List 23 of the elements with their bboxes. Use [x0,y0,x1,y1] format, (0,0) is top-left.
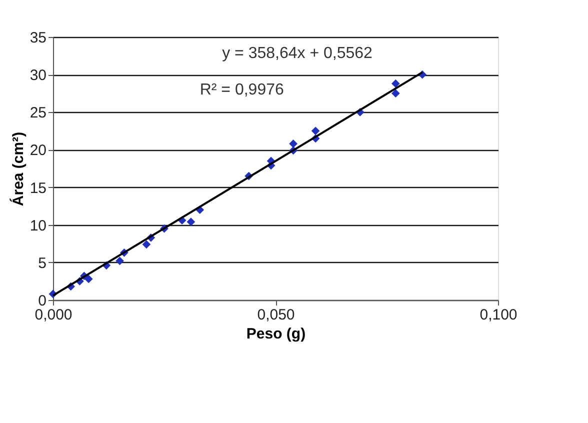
y-tick-label: 0 [38,292,46,310]
y-tick-label: 35 [30,30,46,46]
y-tick-label: 10 [30,217,46,234]
y-tick-label: 30 [30,67,46,84]
y-tick-label: 5 [38,254,46,272]
x-tick-label: 0,100 [480,306,518,324]
point [84,274,93,284]
annotation: R² = 0,9976 [200,82,284,99]
y-tick-label: 20 [30,142,46,160]
point [311,126,320,136]
x-tick-label: 0,050 [257,306,295,324]
annotation: y = 358,64x + 0,5562 [222,44,373,62]
y-tick-label: 25 [30,104,46,122]
point [391,79,400,88]
point [391,89,400,98]
point [116,256,124,266]
y-axis-title: Área (cm²) [8,132,27,206]
x-axis-title: Peso (g) [246,326,306,342]
y-tick-label: 15 [30,180,46,197]
point [289,140,298,148]
x-tick-label: 0,000 [34,306,72,324]
point [186,218,196,226]
point [142,240,151,249]
